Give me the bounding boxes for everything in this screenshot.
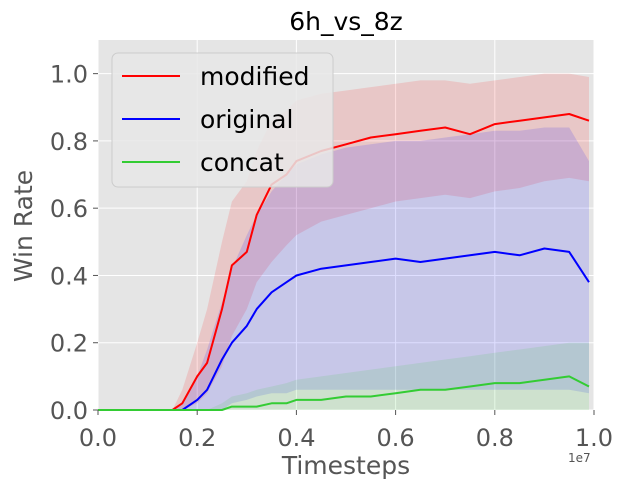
- chart-title: 6h_vs_8z: [289, 7, 403, 36]
- y-tick-label: 1.0: [50, 61, 88, 89]
- y-tick-label: 0.0: [50, 397, 88, 425]
- y-tick-label: 0.6: [50, 195, 88, 223]
- x-axis-label: Timesteps: [281, 451, 410, 480]
- band-modified: [98, 73, 589, 410]
- line-original: [98, 247, 590, 411]
- y-axis-label: Win Rate: [9, 170, 38, 282]
- line-concat: [98, 375, 590, 411]
- x-axis-scale-note: 1e7: [568, 451, 591, 465]
- x-tick-label: 1.0: [575, 424, 613, 452]
- y-tick-label: 0.8: [50, 128, 88, 156]
- x-axis-ticks: 0.0 0.2 0.4 0.6 0.8 1.0: [79, 410, 613, 452]
- legend-label-original: original: [200, 105, 293, 134]
- x-tick-label: 0.4: [277, 424, 315, 452]
- x-tick-label: 0.0: [79, 424, 117, 452]
- x-tick-label: 0.6: [377, 424, 415, 452]
- y-tick-label: 0.2: [50, 330, 88, 358]
- band-concat: [98, 342, 589, 410]
- confidence-bands: [98, 73, 589, 410]
- y-tick-label: 0.4: [50, 262, 88, 290]
- legend: modified original concat: [111, 52, 334, 188]
- legend-box: [111, 52, 334, 188]
- x-tick-label: 0.8: [476, 424, 514, 452]
- x-tick-label: 0.2: [178, 424, 216, 452]
- legend-label-modified: modified: [200, 62, 309, 91]
- y-axis-ticks: 0.0 0.2 0.4 0.6 0.8 1.0: [50, 61, 98, 425]
- legend-label-concat: concat: [200, 148, 284, 177]
- band-original: [98, 127, 589, 410]
